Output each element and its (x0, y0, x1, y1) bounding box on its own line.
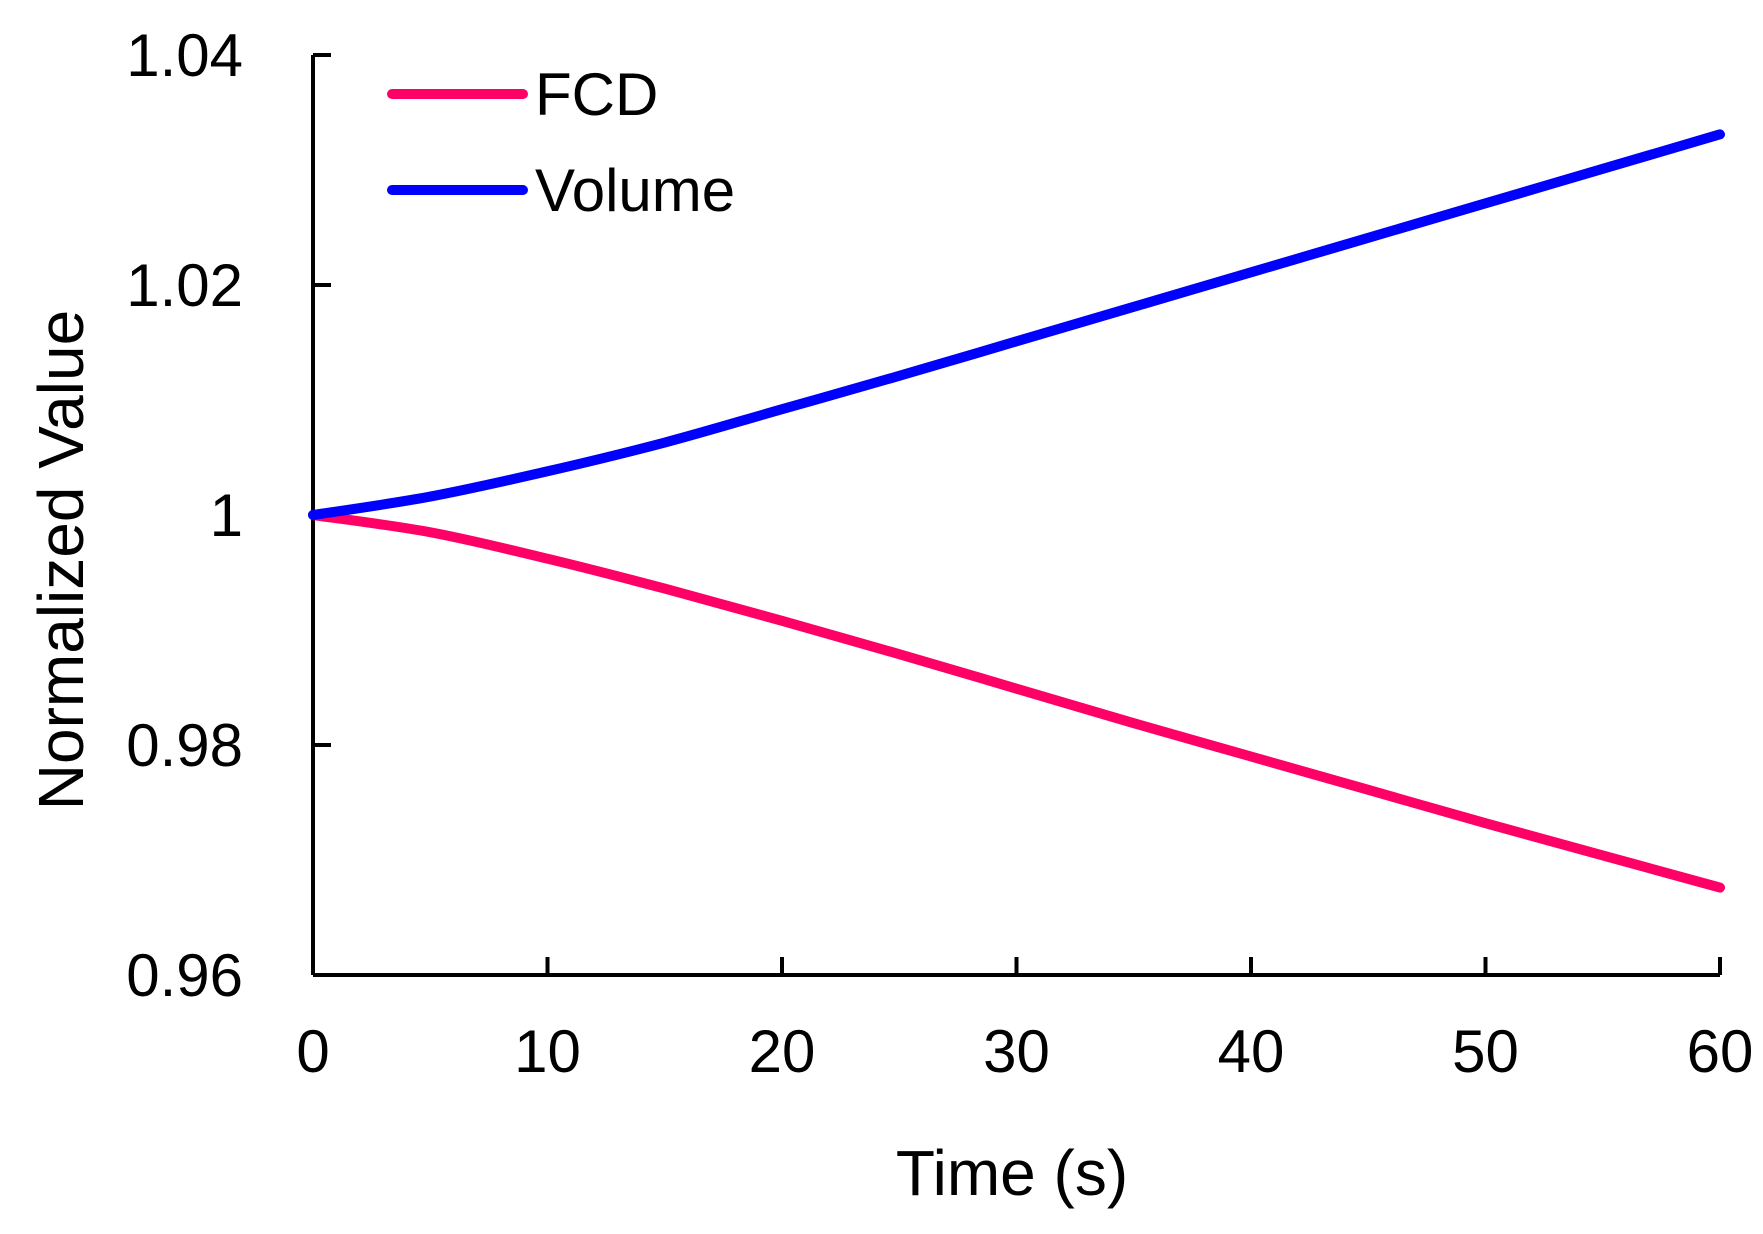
series-line-fcd (308, 510, 1725, 893)
y-axis-title: Normalized Value (25, 310, 97, 810)
x-tick-label: 0 (296, 1018, 329, 1085)
x-ticks: 0 10 20 30 40 50 60 (296, 957, 1753, 1085)
x-tick-label: 50 (1452, 1018, 1519, 1085)
legend: FCD Volume (387, 61, 735, 224)
y-tick-label: 0.96 (126, 942, 243, 1009)
y-tick-label: 1.04 (126, 22, 243, 89)
legend-label-volume: Volume (535, 157, 735, 224)
series-line-volume (308, 129, 1725, 520)
x-tick-label: 20 (749, 1018, 816, 1085)
y-tick-label: 0.98 (126, 712, 243, 779)
y-tick-label: 1 (210, 482, 243, 549)
x-axis-title: Time (s) (896, 1137, 1128, 1209)
x-tick-label: 10 (514, 1018, 581, 1085)
y-tick-label: 1.02 (126, 252, 243, 319)
x-tick-label: 60 (1687, 1018, 1754, 1085)
x-tick-label: 40 (1218, 1018, 1285, 1085)
series-group (308, 129, 1725, 893)
x-tick-label: 30 (983, 1018, 1050, 1085)
legend-label-fcd: FCD (535, 61, 658, 128)
y-ticks: 0.96 0.98 1 1.02 1.04 (126, 22, 331, 1009)
